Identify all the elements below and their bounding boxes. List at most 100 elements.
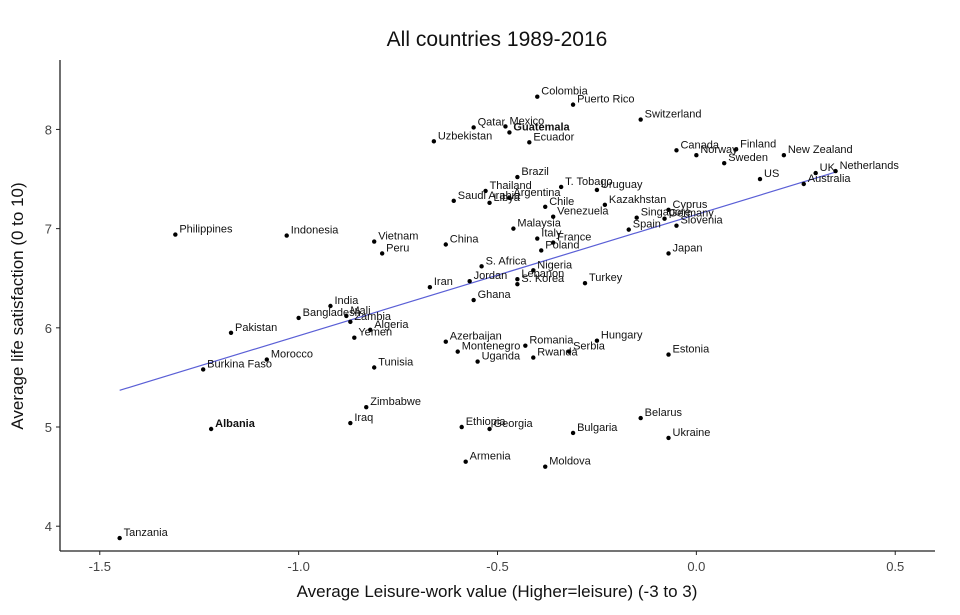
point-label: Spain <box>633 219 661 231</box>
point-label: Algeria <box>374 319 409 331</box>
point-label: Chile <box>549 196 574 208</box>
point-label: China <box>450 233 480 245</box>
data-point <box>451 198 456 204</box>
point-label: Uganda <box>482 351 521 363</box>
point-label: S. Africa <box>486 255 528 267</box>
point-label: Iraq <box>354 412 373 424</box>
point-label: Belarus <box>645 407 683 419</box>
point-label: Australia <box>808 173 852 185</box>
data-point <box>634 215 639 220</box>
point-label: Zimbabwe <box>370 396 421 408</box>
data-point <box>479 264 484 269</box>
data-point <box>662 216 667 221</box>
data-point <box>527 140 532 145</box>
point-label: Bulgaria <box>577 422 618 434</box>
point-label: Brazil <box>521 166 549 178</box>
data-point <box>722 160 727 166</box>
data-point <box>443 339 448 344</box>
point-label: Finland <box>740 138 776 150</box>
point-label: Estonia <box>673 344 711 356</box>
point-label: Uzbekistan <box>438 130 492 142</box>
data-point <box>535 94 540 99</box>
data-point <box>483 188 488 194</box>
point-label: Switzerland <box>645 109 702 121</box>
point-label: Argentina <box>513 187 561 199</box>
data-point <box>372 365 377 370</box>
point-label: Ukraine <box>673 427 711 439</box>
data-point <box>208 426 214 432</box>
data-point <box>535 236 540 241</box>
point-label: Jordan <box>474 270 508 282</box>
data-point <box>801 181 806 187</box>
data-point <box>515 281 520 287</box>
x-tick-label: 0.0 <box>687 559 705 574</box>
point-label: Ghana <box>478 289 512 301</box>
data-point <box>443 242 448 247</box>
y-tick-label: 7 <box>45 222 52 237</box>
x-tick-label: -1.5 <box>89 559 111 574</box>
data-point <box>515 277 520 282</box>
data-point <box>507 130 512 135</box>
point-label: Armenia <box>470 451 512 463</box>
x-ticks: -1.5 -1.0 -0.5 0.0 0.5 <box>89 551 904 574</box>
data-point <box>543 204 548 210</box>
point-label: Puerto Rico <box>577 94 634 106</box>
point-label: Morocco <box>271 349 313 361</box>
data-point <box>296 315 301 321</box>
data-point <box>543 464 548 469</box>
point-label: UK <box>820 162 836 174</box>
y-ticks: 4 5 6 7 8 <box>45 122 60 534</box>
data-point <box>558 184 564 190</box>
data-point <box>570 430 576 436</box>
data-point <box>228 330 234 335</box>
data-point <box>566 349 572 354</box>
point-label: Malaysia <box>517 218 561 230</box>
point-label: France <box>557 232 591 244</box>
data-point <box>515 174 520 180</box>
point-label: Kazakhstan <box>609 194 666 206</box>
data-point <box>638 415 643 421</box>
point-label: Romania <box>529 335 574 347</box>
point-label: Cyprus <box>673 199 708 211</box>
point-label: Tanzania <box>124 527 169 539</box>
trend-line <box>119 171 836 391</box>
point-label: Thailand <box>490 180 532 192</box>
y-tick-label: 4 <box>45 519 52 534</box>
data-point <box>582 280 588 286</box>
data-point <box>594 338 600 343</box>
chart-title: All countries 1989-2016 <box>387 28 608 51</box>
point-label: Mali <box>350 305 370 317</box>
y-axis-title: Average life satisfaction (0 to 10) <box>8 182 27 429</box>
data-point <box>666 435 671 441</box>
data-point <box>666 251 671 256</box>
data-point <box>348 319 353 325</box>
point-label: Italy <box>541 228 562 240</box>
point-label: Montenegro <box>462 341 521 353</box>
point-label: Japan <box>673 242 703 254</box>
data-point <box>674 148 679 153</box>
point-label: Uruguay <box>601 179 643 191</box>
x-axis-title: Average Leisure-work value (Higher=leisu… <box>297 582 698 601</box>
point-label: Serbia <box>573 341 606 353</box>
data-point <box>507 195 512 201</box>
point-label: Indonesia <box>291 225 340 237</box>
axes <box>59 60 935 552</box>
data-point <box>570 102 576 107</box>
point-label: Slovenia <box>680 215 723 227</box>
data-point <box>284 233 289 238</box>
data-point <box>666 352 671 357</box>
data-point <box>475 359 480 364</box>
trend-line-group <box>119 171 836 391</box>
data-point <box>531 355 536 360</box>
data-point <box>666 207 671 212</box>
point-label: Peru <box>386 242 409 254</box>
point-label: Mexico <box>509 115 544 127</box>
point-label: Guatemala <box>513 121 570 133</box>
point-label: Zambia <box>354 311 392 323</box>
point-label: Yemen <box>358 327 392 339</box>
point-label: Canada <box>680 139 719 151</box>
point-label: Qatar <box>478 116 506 128</box>
data-point <box>626 227 631 232</box>
point-label: Tunisia <box>378 356 414 368</box>
